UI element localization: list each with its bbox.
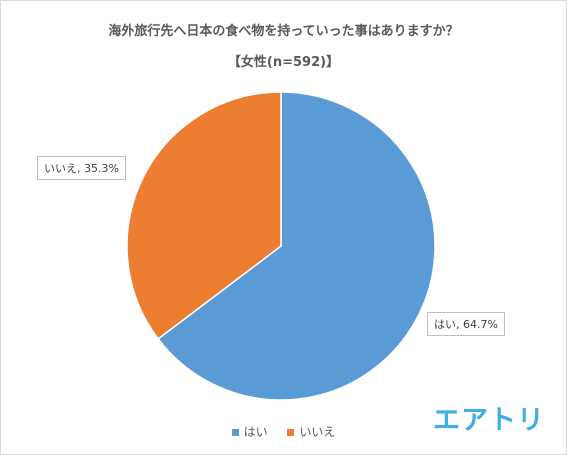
brand-logo: エアトリ — [433, 405, 545, 436]
legend-label-hai: はい — [243, 425, 268, 439]
legend-label-iie: いいえ — [299, 425, 336, 439]
legend-swatch-hai — [231, 429, 239, 436]
pie-slice-hai — [157, 91, 436, 401]
legend-item-hai: はい — [231, 423, 268, 440]
chart-subtitle: 【女性(n=592)】 — [227, 55, 340, 70]
legend-item-iie: いいえ — [287, 423, 335, 440]
legend: はい いいえ — [0, 423, 567, 440]
data-label-iie: いいえ, 35.3% — [37, 156, 126, 180]
data-label-hai: はい, 64.7% — [427, 312, 505, 336]
pie-slice-iie — [126, 91, 282, 340]
legend-swatch-iie — [287, 429, 295, 436]
chart-title: 海外旅行先へ日本の食べ物を持っていった事はありますか？ — [108, 24, 459, 39]
